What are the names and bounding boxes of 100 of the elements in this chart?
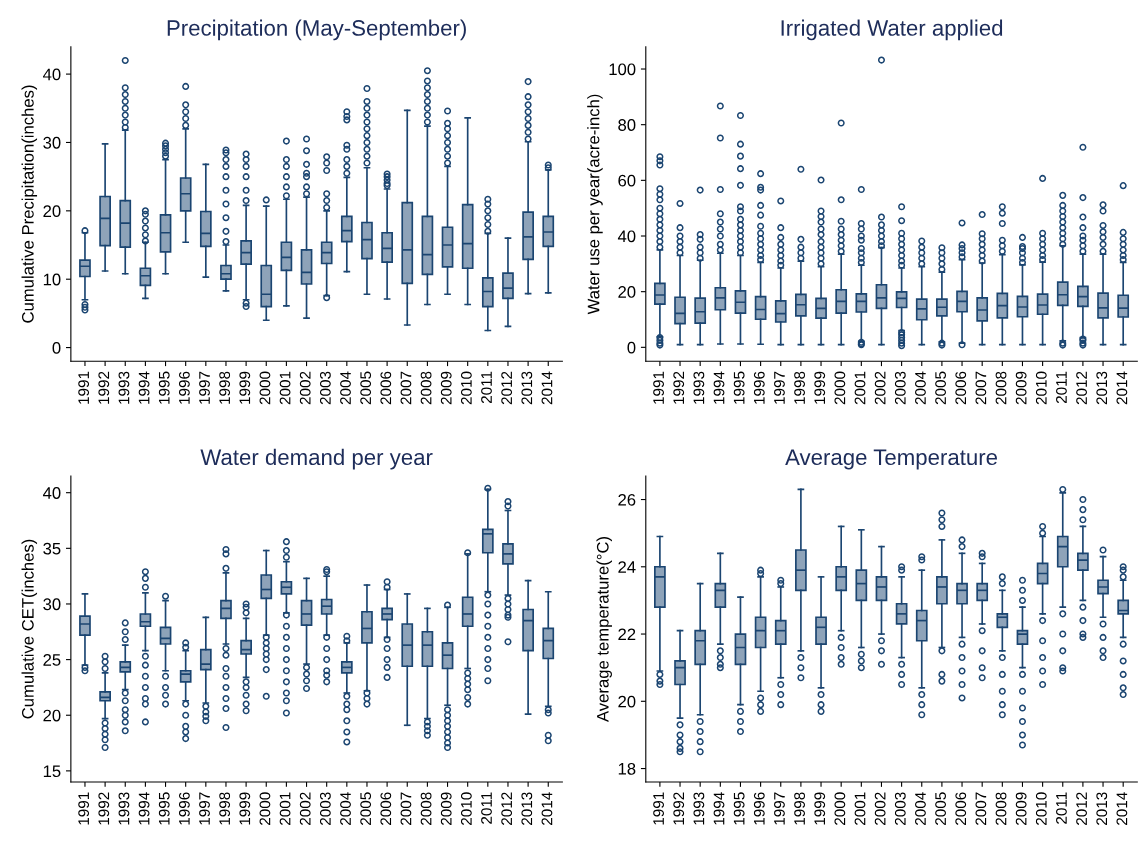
y-axis-title: Water use per year(acre-inch) — [587, 94, 603, 315]
x-tick-label: 1993 — [118, 371, 130, 404]
x-tick-label: 2002 — [299, 371, 311, 405]
x-tick-label: 1998 — [794, 792, 805, 825]
y-tick-label: 20 — [43, 709, 61, 722]
y-tick-label: 22 — [618, 628, 636, 641]
x-tick-label: 1993 — [693, 371, 705, 404]
chart-title: Irrigated Water applied — [781, 19, 1003, 41]
y-tick-label: 100 — [609, 63, 636, 76]
x-tick-label: 2006 — [955, 792, 967, 825]
x-tick-label: 1993 — [118, 792, 130, 825]
x-tick-label: 1993 — [693, 792, 705, 825]
x-tick-label: 2002 — [874, 792, 886, 825]
x-tick-label: 1995 — [158, 792, 170, 825]
x-tick-label: 2004 — [340, 792, 351, 825]
x-tick-label: 2004 — [340, 371, 351, 405]
x-tick-label: 1998 — [794, 371, 805, 404]
x-tick-label: 1999 — [239, 792, 251, 825]
x-tick-label: 2000 — [834, 371, 846, 405]
x-tick-label: 2008 — [995, 371, 1007, 405]
x-tick-label: 2014 — [541, 792, 553, 825]
y-tick-label: 30 — [43, 136, 61, 149]
y-axis-title: Cumulative Precipitation(inches) — [21, 85, 38, 323]
y-tick-label: 0 — [52, 341, 61, 354]
x-tick-label: 1998 — [219, 371, 231, 404]
x-tick-label: 2013 — [521, 792, 533, 825]
x-tick-label: 2010 — [460, 792, 472, 825]
x-tick-label: 1994 — [713, 792, 725, 825]
x-tick-label: 2005 — [360, 371, 372, 405]
y-tick-label: 40 — [617, 230, 636, 243]
x-tick-label: 2011 — [1056, 792, 1067, 824]
x-tick-label: 1997 — [774, 371, 785, 404]
x-tick-label: 1999 — [814, 371, 826, 404]
x-tick-label: 2009 — [1015, 371, 1027, 405]
y-tick-label: 60 — [618, 174, 636, 187]
y-tick-label: 20 — [618, 695, 636, 708]
x-tick-label: 2001 — [279, 371, 291, 405]
y-tick-label: 40 — [42, 487, 61, 499]
x-tick-label: 2011 — [481, 371, 492, 404]
chart-title: Precipitation (May-September) — [167, 19, 466, 41]
y-tick-label: 20 — [618, 286, 636, 298]
x-tick-label: 2011 — [481, 792, 492, 824]
x-tick-label: 2004 — [915, 792, 926, 825]
x-tick-label: 2004 — [915, 371, 926, 405]
x-tick-label: 1992 — [98, 371, 110, 404]
x-tick-label: 1996 — [178, 371, 190, 404]
y-tick-label: 24 — [618, 561, 636, 573]
x-tick-label: 2006 — [380, 792, 392, 825]
chart-title: Water demand per year — [200, 448, 433, 470]
x-tick-label: 1996 — [753, 371, 765, 404]
x-tick-label: 1999 — [814, 792, 826, 825]
x-tick-label: 1994 — [713, 371, 725, 404]
y-tick-label: 26 — [618, 493, 636, 506]
x-tick-label: 1996 — [178, 792, 190, 825]
x-tick-label: 1995 — [733, 371, 745, 404]
x-tick-label: 2014 — [1116, 371, 1128, 405]
y-tick-label: 20 — [43, 205, 61, 218]
x-tick-label: 1994 — [138, 371, 150, 404]
x-tick-label: 1992 — [673, 371, 685, 404]
x-tick-label: 2014 — [541, 371, 553, 405]
x-tick-label: 2003 — [894, 792, 906, 825]
x-tick-label: 1991 — [78, 371, 90, 404]
x-tick-label: 2007 — [975, 371, 987, 405]
x-tick-label: 2008 — [420, 371, 432, 405]
y-axis-title: Cumulative CET(inches) — [21, 539, 38, 719]
x-tick-label: 1994 — [138, 792, 150, 825]
x-tick-label: 2012 — [501, 792, 513, 825]
y-tick-label: 0 — [627, 341, 636, 354]
y-tick-label: 30 — [43, 598, 61, 611]
x-tick-label: 2013 — [521, 371, 533, 405]
x-tick-label: 2008 — [995, 792, 1007, 825]
x-tick-label: 1995 — [158, 371, 170, 404]
y-tick-label: 80 — [618, 119, 636, 131]
x-tick-label: 2010 — [460, 371, 472, 405]
x-tick-label: 1992 — [673, 792, 685, 825]
x-tick-label: 2001 — [279, 792, 291, 825]
x-tick-label: 2003 — [319, 792, 331, 825]
x-tick-label: 2007 — [975, 792, 987, 825]
y-axis-title: Average temperature(°C) — [596, 536, 612, 722]
y-tick-label: 35 — [43, 542, 61, 555]
x-tick-label: 2001 — [854, 792, 866, 825]
x-tick-label: 1991 — [78, 792, 90, 825]
x-tick-label: 2007 — [400, 792, 412, 825]
x-tick-label: 2011 — [1056, 371, 1067, 404]
x-tick-label: 2012 — [1076, 371, 1087, 405]
x-tick-label: 2012 — [501, 371, 513, 405]
x-tick-label: 1996 — [753, 792, 765, 825]
x-tick-label: 1998 — [219, 792, 231, 825]
x-tick-label: 2013 — [1096, 792, 1108, 825]
x-tick-label: 2000 — [259, 792, 271, 825]
x-tick-label: 1997 — [199, 371, 210, 404]
y-tick-label: 15 — [43, 765, 61, 778]
x-tick-label: 2006 — [955, 371, 967, 405]
y-tick-label: 10 — [43, 273, 61, 286]
x-tick-label: 2002 — [874, 371, 886, 405]
x-tick-label: 1991 — [653, 371, 664, 404]
x-tick-label: 1995 — [733, 792, 745, 825]
x-tick-label: 2002 — [299, 792, 311, 825]
y-tick-label: 40 — [42, 68, 61, 81]
x-tick-label: 2008 — [420, 792, 432, 825]
